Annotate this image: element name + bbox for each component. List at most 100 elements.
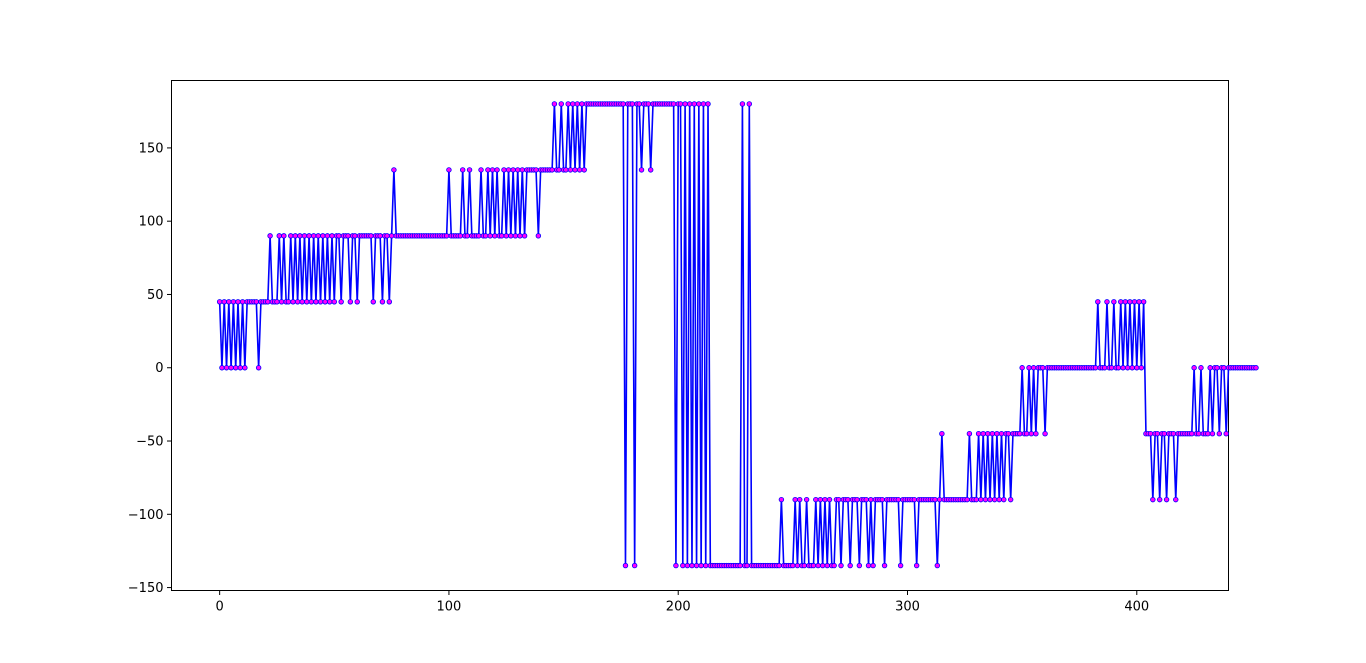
data-point [1136,299,1142,305]
data-point [1101,365,1108,371]
data-point [567,167,574,173]
data-point [489,167,496,173]
data-point [989,430,996,437]
data-point [265,299,271,305]
data-point [879,496,885,503]
data-point [980,430,986,437]
data-point [281,233,287,239]
y-tick-label: 50 [147,288,164,303]
data-point [558,101,564,107]
data-point [290,299,296,305]
data-point [1007,496,1014,503]
data-point [1216,430,1223,437]
data-point [648,167,654,173]
data-point [370,299,376,305]
data-point [517,233,523,239]
data-point [313,299,319,305]
data-point [803,496,810,503]
x-tick-label: 300 [895,600,920,615]
data-point [966,430,973,437]
data-point [1124,365,1131,371]
data-point [294,299,301,305]
data-point [345,233,351,239]
data-point [485,167,491,173]
data-point [693,562,700,569]
data-point [322,299,328,305]
data-point [237,365,243,371]
data-point [304,299,310,305]
data-point [565,101,571,107]
data-point [636,101,642,107]
data-point [797,496,803,503]
data-point [991,496,998,503]
data-point [329,233,335,239]
data-point [1223,430,1229,437]
data-point [466,167,473,173]
data-point [292,233,299,239]
data-point [831,562,837,569]
data-point [838,562,844,569]
data-point [684,562,691,569]
data-point [1104,299,1110,305]
data-point [982,496,989,503]
data-point [792,496,798,503]
data-point [856,562,863,569]
data-point [1019,365,1025,371]
data-point [691,101,697,107]
data-point [810,562,817,569]
plot-area-frame [171,80,1229,591]
data-point [631,562,638,569]
data-point [285,299,292,305]
x-tick-label: 0 [216,600,224,615]
data-point [1170,430,1177,437]
y-tick-label: −150 [128,581,164,596]
data-point [515,167,521,173]
data-point [501,167,507,173]
data-point [336,233,342,239]
data-point [739,101,746,107]
data-point [446,167,452,173]
data-point [776,562,782,569]
data-point [670,101,677,107]
data-point [464,233,470,239]
data-point [278,299,285,305]
data-point [744,562,750,569]
data-point [1092,365,1099,371]
data-point [1115,365,1122,371]
data-point [881,562,888,569]
data-point [510,167,516,173]
data-point [1157,496,1163,503]
data-point [1129,365,1135,371]
data-point [1214,365,1220,371]
x-tick-label: 100 [437,600,462,615]
data-point [1195,430,1202,437]
data-point [836,496,842,503]
data-point [629,101,636,107]
data-point [1001,496,1007,503]
data-point [973,496,979,503]
data-point [700,101,707,107]
data-point [703,562,709,569]
data-point [996,496,1002,503]
data-point [521,233,528,239]
data-point [274,299,280,305]
data-point [482,233,489,239]
data-point [1120,365,1126,371]
y-tick-label: −100 [128,508,164,523]
data-point [487,233,493,239]
data-point [478,167,484,173]
data-point [1033,430,1039,437]
data-point [622,562,629,569]
data-point [620,101,626,107]
data-point [519,167,525,173]
data-point [377,233,383,239]
data-point [1042,430,1048,437]
data-point [911,496,918,503]
data-point [354,299,360,305]
data-point [790,562,796,569]
data-point [801,562,808,569]
data-point [680,562,686,569]
data-point [457,233,464,239]
data-point [817,496,824,503]
